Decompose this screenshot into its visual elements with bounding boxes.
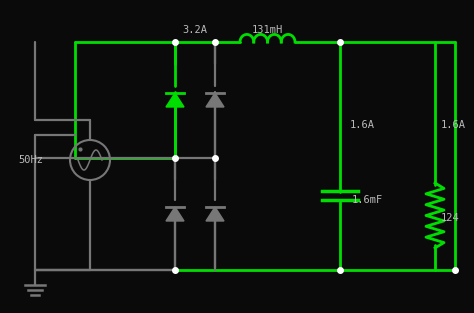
Text: 131mH: 131mH xyxy=(251,25,283,35)
Polygon shape xyxy=(206,207,224,221)
Text: 1.6A: 1.6A xyxy=(441,120,466,130)
Text: 50Hz: 50Hz xyxy=(18,155,43,165)
Text: 3.2A: 3.2A xyxy=(182,25,208,35)
Polygon shape xyxy=(166,93,184,107)
Text: 124: 124 xyxy=(441,213,460,223)
Text: 1.6mF: 1.6mF xyxy=(352,195,383,205)
Polygon shape xyxy=(166,207,184,221)
Text: 1.6A: 1.6A xyxy=(350,120,375,130)
Polygon shape xyxy=(206,93,224,107)
